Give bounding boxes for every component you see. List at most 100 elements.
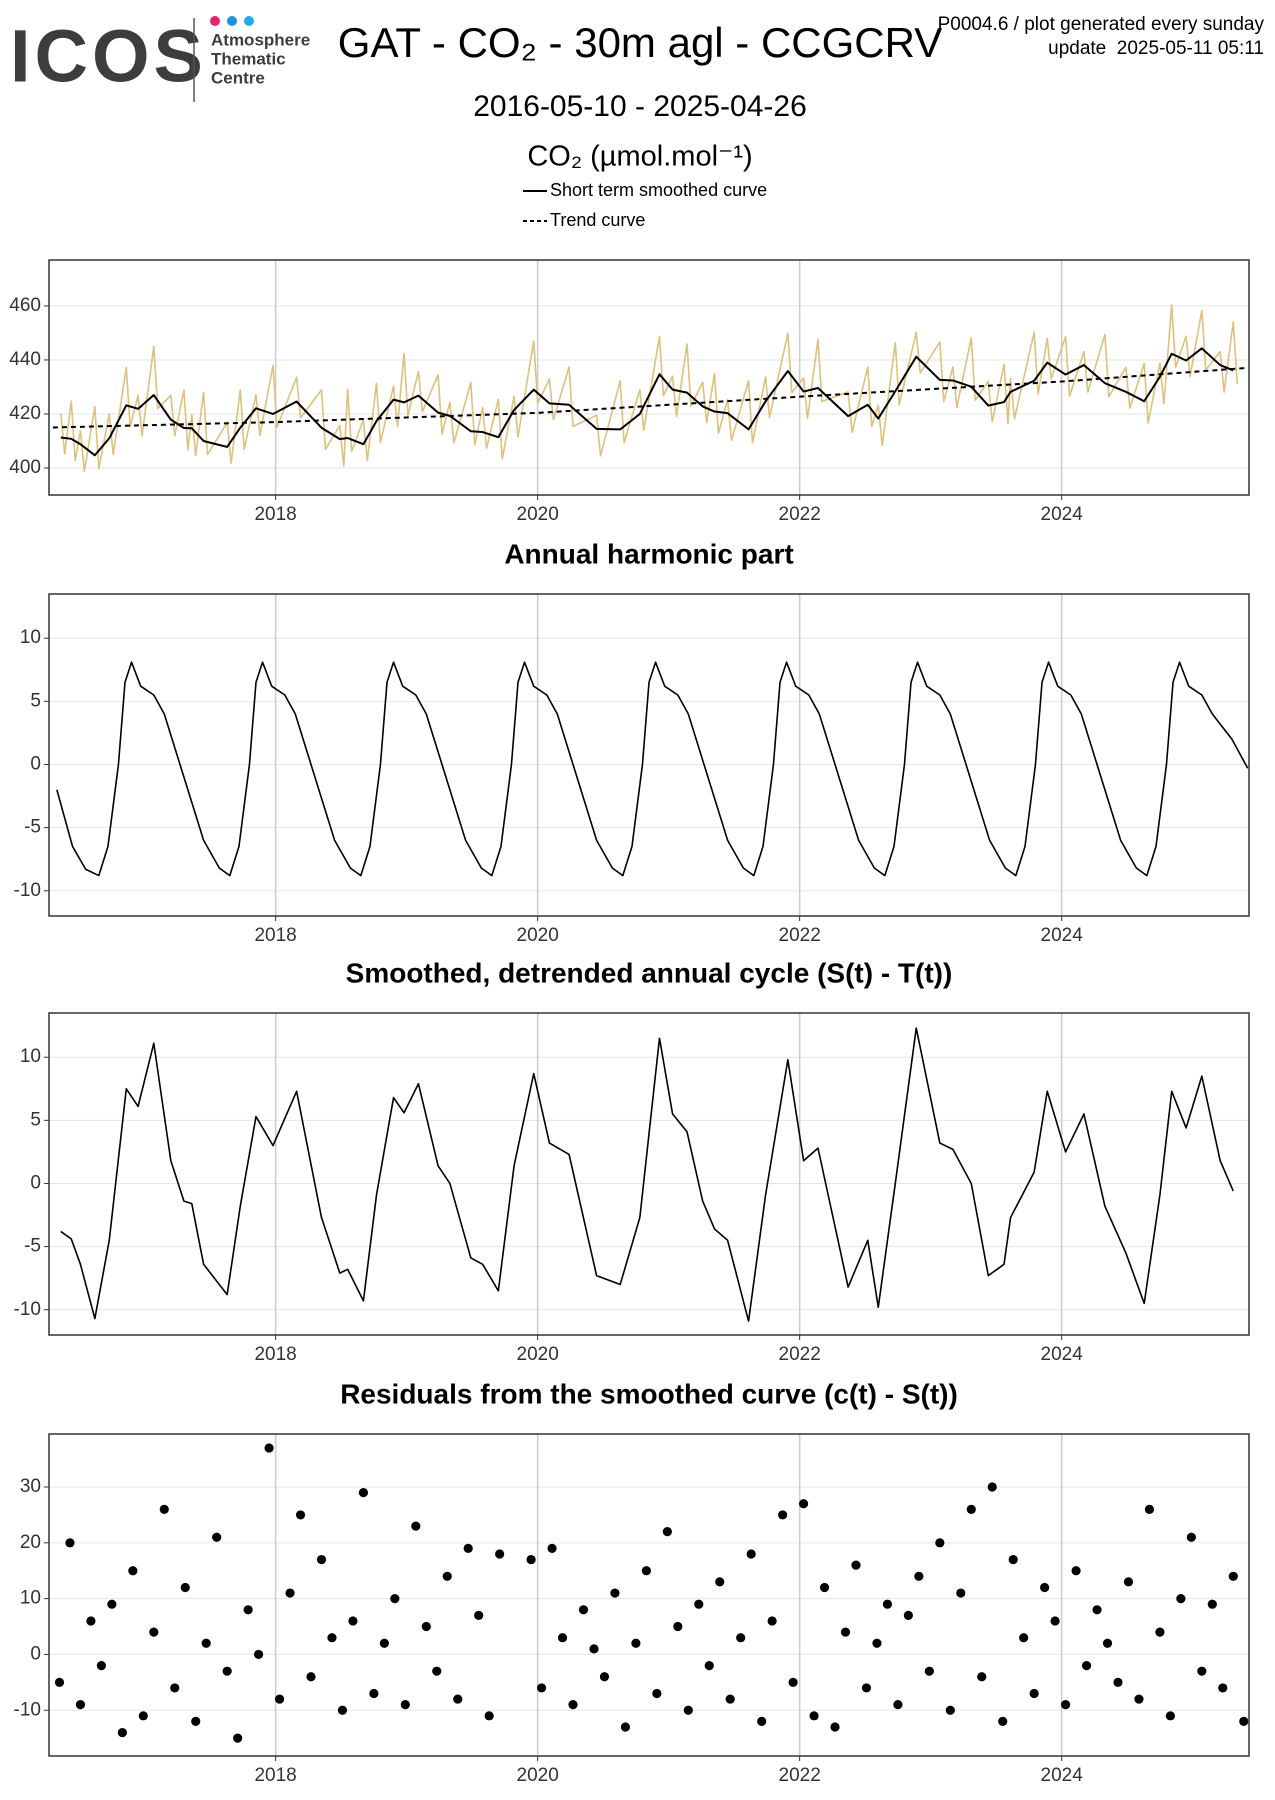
point xyxy=(1071,1566,1081,1576)
point xyxy=(254,1649,264,1660)
point xyxy=(453,1694,463,1704)
main-title: GAT - CO₂ - 30m agl - CCGCRV xyxy=(338,19,942,66)
point xyxy=(327,1633,337,1643)
point xyxy=(788,1677,798,1687)
point xyxy=(1092,1605,1102,1615)
point xyxy=(1155,1627,1165,1637)
panel-title: Annual harmonic part xyxy=(504,538,793,569)
point xyxy=(715,1577,725,1587)
plot-background xyxy=(49,1434,1249,1756)
point xyxy=(96,1660,107,1671)
point xyxy=(86,1616,96,1626)
panel: Residuals from the smoothed curve (c(t) … xyxy=(14,1378,1250,1786)
point xyxy=(306,1672,316,1682)
point xyxy=(778,1510,788,1520)
point xyxy=(1186,1532,1196,1542)
point xyxy=(903,1610,913,1620)
point xyxy=(736,1633,746,1643)
x-tick-label: 2022 xyxy=(779,1765,821,1786)
point xyxy=(54,1677,65,1687)
point xyxy=(809,1711,819,1721)
point xyxy=(893,1700,903,1710)
point xyxy=(977,1672,987,1682)
point xyxy=(369,1688,379,1699)
panel-title: Smoothed, detrended annual cycle (S(t) -… xyxy=(346,957,953,988)
header: ICOS Atmosphere Thematic Centre GAT - CO… xyxy=(10,14,1264,173)
point xyxy=(75,1700,86,1710)
point xyxy=(159,1504,169,1514)
y-tick-label: 440 xyxy=(9,349,41,370)
x-tick-label: 2020 xyxy=(517,1765,559,1786)
x-tick-label: 2020 xyxy=(517,1344,559,1365)
point xyxy=(935,1538,945,1548)
logo-dot xyxy=(244,16,254,26)
point xyxy=(945,1705,955,1715)
y-tick-label: 0 xyxy=(30,1643,41,1664)
panel-title: Residuals from the smoothed curve (c(t) … xyxy=(340,1378,958,1409)
point xyxy=(767,1616,777,1626)
point xyxy=(264,1443,274,1453)
point xyxy=(1060,1700,1071,1710)
point xyxy=(149,1627,159,1637)
y-axis-label: CO₂ (µmol.mol⁻¹) xyxy=(527,141,752,173)
plot-border xyxy=(48,593,1250,917)
point xyxy=(1050,1616,1060,1626)
y-tick-label: -5 xyxy=(24,817,41,838)
point xyxy=(1239,1716,1249,1727)
point xyxy=(526,1554,536,1565)
x-tick-label: 2024 xyxy=(1041,504,1084,525)
y-tick-label: 10 xyxy=(20,627,41,648)
point xyxy=(861,1683,872,1693)
y-tick-label: 420 xyxy=(9,403,41,424)
plot-border xyxy=(48,1012,1250,1336)
point xyxy=(495,1549,505,1559)
x-tick-label: 2018 xyxy=(254,925,296,946)
point xyxy=(673,1621,683,1632)
point xyxy=(914,1571,924,1581)
point xyxy=(274,1694,285,1704)
point xyxy=(421,1621,431,1632)
y-tick-label: 0 xyxy=(30,1172,41,1193)
point xyxy=(117,1727,127,1738)
point xyxy=(65,1538,75,1548)
y-tick-label: -10 xyxy=(14,1699,41,1720)
raw-line xyxy=(60,1027,1235,1322)
x-tick-label: 2024 xyxy=(1041,1765,1084,1786)
point xyxy=(631,1638,641,1648)
point xyxy=(107,1599,117,1609)
point xyxy=(620,1722,631,1732)
y-tick-label: 400 xyxy=(9,457,41,478)
point xyxy=(233,1733,243,1743)
point xyxy=(1113,1677,1123,1687)
update: update 2025-05-11 05:11 xyxy=(1048,38,1264,59)
point xyxy=(547,1543,557,1554)
y-tick-label: 20 xyxy=(20,1532,41,1553)
logo-dot xyxy=(210,16,220,26)
point xyxy=(1144,1504,1155,1514)
point xyxy=(1102,1638,1113,1648)
legend-label: Short term smoothed curve xyxy=(550,180,767,200)
point xyxy=(358,1487,369,1498)
point xyxy=(1029,1688,1039,1699)
point xyxy=(285,1588,295,1598)
point xyxy=(316,1554,327,1565)
point xyxy=(1081,1660,1092,1671)
point xyxy=(557,1633,568,1643)
point xyxy=(295,1510,306,1520)
point xyxy=(998,1716,1008,1727)
point xyxy=(589,1644,599,1654)
panel: Smoothed, detrended annual cycle (S(t) -… xyxy=(14,957,1250,1365)
x-tick-label: 2018 xyxy=(254,1765,296,1786)
point xyxy=(704,1660,714,1671)
y-tick-label: 5 xyxy=(30,690,41,711)
point xyxy=(568,1700,578,1710)
y-tick-label: 5 xyxy=(30,1109,41,1130)
point xyxy=(966,1504,976,1514)
point xyxy=(798,1499,809,1509)
point xyxy=(662,1527,672,1537)
point xyxy=(484,1711,494,1721)
plot-background xyxy=(49,594,1249,916)
point xyxy=(1123,1577,1134,1587)
point xyxy=(222,1666,232,1676)
